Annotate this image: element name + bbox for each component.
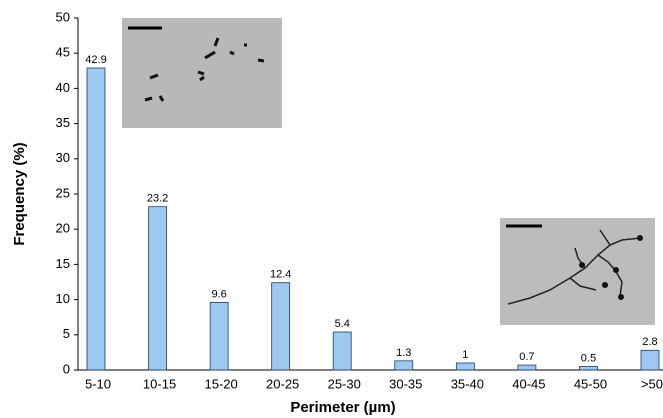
y-axis-title: Frequency (%) — [11, 142, 28, 245]
y-tick-label: 15 — [56, 256, 70, 271]
y-tick-label: 20 — [56, 221, 70, 236]
value-label: 5.4 — [335, 318, 350, 330]
value-label: 12.4 — [270, 269, 291, 281]
bar — [333, 332, 351, 370]
value-label: 42.9 — [85, 54, 106, 66]
bar — [395, 361, 413, 370]
value-label: 2.8 — [642, 336, 657, 348]
x-tick-label: 40-45 — [512, 376, 545, 391]
bar — [87, 68, 105, 370]
bar — [456, 363, 474, 370]
bar — [272, 283, 290, 370]
value-label: 9.6 — [211, 288, 226, 300]
y-tick-label: 5 — [63, 326, 70, 341]
y-tick-label: 25 — [56, 185, 70, 200]
y-tick-label: 30 — [56, 150, 70, 165]
value-label: 0.7 — [519, 351, 534, 363]
x-tick-label: 10-15 — [143, 376, 176, 391]
inset-aggregate — [500, 218, 655, 325]
bar — [641, 350, 659, 370]
chart: Perimeter (µm) Frequency (%) 0 5 10 15 20 25 3… — [0, 0, 663, 418]
x-tick-label: 20-25 — [266, 376, 299, 391]
bar — [579, 366, 597, 370]
y-tick-label: 0 — [63, 361, 70, 376]
x-axis-title: Perimeter (µm) — [290, 399, 395, 416]
y-tick-label: 40 — [56, 80, 70, 95]
x-tick-label: 45-50 — [574, 376, 607, 391]
y-tick-label: 35 — [56, 115, 70, 130]
x-tick-label: 30-35 — [389, 376, 422, 391]
x-tick-label: 5-10 — [85, 376, 111, 391]
value-label: 1 — [462, 349, 468, 361]
inset-small-particles — [122, 18, 282, 128]
bar — [210, 302, 228, 370]
y-tick-label: 10 — [56, 291, 70, 306]
bar — [149, 207, 167, 370]
value-label: 1.3 — [396, 347, 411, 359]
x-tick-label: >50 — [641, 376, 663, 391]
y-tick-label: 50 — [56, 9, 70, 24]
value-label: 23.2 — [147, 193, 168, 205]
y-tick-label: 45 — [56, 45, 70, 60]
x-tick-label: 35-40 — [451, 376, 484, 391]
bar — [518, 365, 536, 370]
x-tick-label: 25-30 — [328, 376, 361, 391]
value-label: 0.5 — [581, 352, 596, 364]
x-tick-label: 15-20 — [204, 376, 237, 391]
